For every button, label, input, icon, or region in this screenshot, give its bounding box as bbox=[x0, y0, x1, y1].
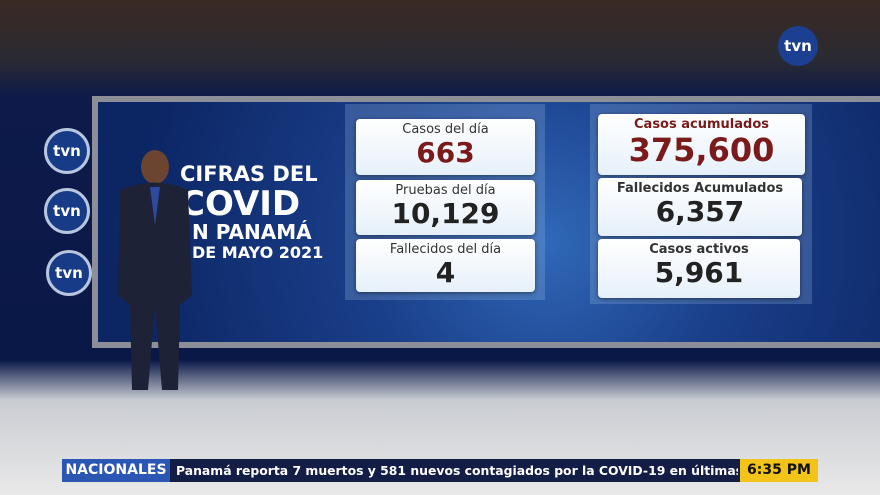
ticker-headline: Panamá reporta 7 muertos y 581 nuevos co… bbox=[176, 463, 738, 478]
stat-value: 375,600 bbox=[628, 131, 775, 169]
board-title: COVID bbox=[180, 184, 301, 224]
channel-logo: tvn bbox=[778, 26, 818, 66]
stat-label: Casos acumulados bbox=[634, 117, 769, 132]
stat-value: 663 bbox=[416, 136, 475, 169]
stat-label: Pruebas del día bbox=[395, 183, 496, 198]
wall-logo: tvn bbox=[46, 250, 92, 296]
ticker: NACIONALES Panamá reporta 7 muertos y 58… bbox=[62, 459, 818, 482]
stat-value: 10,129 bbox=[391, 197, 500, 230]
stat-card: Fallecidos Acumulados 6,357 bbox=[598, 178, 802, 236]
stat-value: 6,357 bbox=[655, 195, 745, 228]
board-title: CIFRAS DEL bbox=[180, 162, 318, 186]
stat-card: Fallecidos del día 4 bbox=[356, 239, 535, 292]
stat-label: Casos activos bbox=[649, 242, 749, 257]
stat-label: Casos del día bbox=[402, 122, 489, 137]
board-title: N PANAMÁ bbox=[192, 220, 312, 244]
stat-card: Casos del día 663 bbox=[356, 119, 535, 175]
ticker-time: 6:35 PM bbox=[740, 459, 818, 482]
stat-label: Fallecidos del día bbox=[389, 242, 502, 257]
stat-card: Pruebas del día 10,129 bbox=[356, 180, 535, 235]
stat-card: Casos activos 5,961 bbox=[598, 239, 800, 298]
stat-value: 5,961 bbox=[654, 256, 744, 289]
board-title: DE MAYO 2021 bbox=[192, 243, 324, 262]
stat-card: Casos acumulados 375,600 bbox=[598, 114, 805, 175]
ticker-section: NACIONALES bbox=[62, 459, 170, 482]
presenter bbox=[118, 150, 192, 390]
stat-value: 4 bbox=[435, 256, 456, 289]
wall-logo: tvn bbox=[44, 128, 90, 174]
stat-label: Fallecidos Acumulados bbox=[616, 181, 784, 196]
wall-logo: tvn bbox=[44, 188, 90, 234]
